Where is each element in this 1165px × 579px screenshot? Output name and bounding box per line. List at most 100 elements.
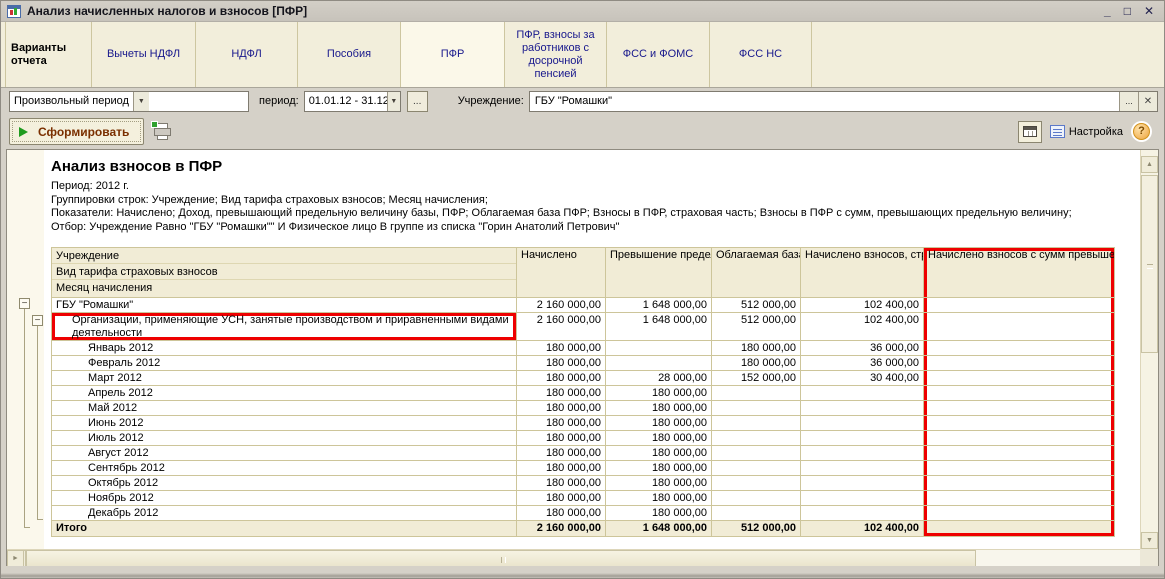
collapse-group-button-level2[interactable]: − <box>32 315 43 326</box>
table-row: Июль 2012 180 000,00 180 000,00 <box>51 430 1115 446</box>
value-cell: 102 400,00 <box>800 312 924 341</box>
value-cell <box>923 355 1115 371</box>
vertical-scrollbar[interactable]: ▲ ▼ <box>1140 150 1158 549</box>
header-cell: Облагаемая база <box>711 247 801 298</box>
institution-field[interactable]: ГБУ "Ромашки" ... ✕ <box>528 90 1158 112</box>
row-label-cell: Февраль 2012 <box>51 355 517 371</box>
value-cell: 28 000,00 <box>605 370 712 386</box>
value-cell <box>711 430 801 446</box>
table-row: Ноябрь 2012 180 000,00 180 000,00 <box>51 490 1115 506</box>
period-type-select[interactable]: Произвольный период ▼ <box>9 90 249 112</box>
period-range-select[interactable]: 01.01.12 - 31.12.12 ▼ <box>303 90 401 112</box>
settings-form-icon[interactable] <box>1049 125 1065 138</box>
table-row: Январь 2012 180 000,00 180 000,00 36 000,00 <box>51 340 1115 356</box>
report-meta-indicators: Показатели: Начислено; Доход, превышающи… <box>51 207 1072 219</box>
print-icon[interactable] <box>151 120 172 141</box>
institution-label: Учреждение: <box>457 95 524 107</box>
tab-report-variants[interactable]: Варианты отчета <box>5 22 92 87</box>
total-row: Итого 2 160 000,00 1 648 000,00 512 000,00 1… <box>51 520 1115 537</box>
generate-button[interactable]: Сформировать <box>9 118 145 145</box>
value-cell: 152 000,00 <box>711 370 801 386</box>
value-cell <box>923 445 1115 461</box>
value-cell <box>711 385 801 401</box>
tab-ndfl[interactable]: НДФЛ <box>196 22 298 87</box>
value-cell: 2 160 000,00 <box>516 312 606 341</box>
help-button[interactable]: ? <box>1133 123 1150 140</box>
minimize-button[interactable]: _ <box>1104 4 1111 18</box>
value-cell: 180 000,00 <box>516 475 606 491</box>
settings-link[interactable]: Настройка <box>1068 125 1123 138</box>
chevron-down-icon[interactable]: ▼ <box>387 91 400 111</box>
tab-vychety-ndfl[interactable]: Вычеты НДФЛ <box>92 22 196 87</box>
vertical-scroll-thumb[interactable] <box>1141 175 1158 353</box>
table-row: Организации, применяющие УСН, занятые пр… <box>51 312 1115 341</box>
horizontal-scroll-thumb[interactable] <box>26 550 976 567</box>
value-cell: 30 400,00 <box>800 370 924 386</box>
report-table: Учреждение Вид тарифа страховых взносов Ме… <box>51 247 1115 537</box>
value-cell: 1 648 000,00 <box>605 297 712 313</box>
scroll-up-icon[interactable]: ▲ <box>1141 156 1158 173</box>
value-cell <box>923 460 1115 476</box>
value-cell <box>711 445 801 461</box>
tree-line <box>37 326 43 520</box>
tab-fss-ns[interactable]: ФСС НС <box>710 22 812 87</box>
tab-pfr-early-pension[interactable]: ПФР, взносы за работников с досрочной пе… <box>505 22 607 87</box>
report-chart-icon <box>7 4 21 18</box>
institution-ellipsis-button[interactable]: ... <box>1119 91 1138 111</box>
tab-fss-foms[interactable]: ФСС и ФОМС <box>607 22 710 87</box>
value-cell <box>800 460 924 476</box>
value-cell <box>923 430 1115 446</box>
value-cell: 180 000,00 <box>516 340 606 356</box>
value-cell <box>923 385 1115 401</box>
value-cell: 180 000,00 <box>516 355 606 371</box>
report-title: Анализ взносов в ПФР <box>51 158 223 175</box>
value-cell <box>923 400 1115 416</box>
value-cell: 2 160 000,00 <box>516 297 606 313</box>
period-range-value: 01.01.12 - 31.12.12 <box>308 94 387 107</box>
institution-clear-button[interactable]: ✕ <box>1138 91 1157 111</box>
row-label-cell: Ноябрь 2012 <box>51 490 517 506</box>
value-cell: 1 648 000,00 <box>605 312 712 341</box>
table-row: Июнь 2012 180 000,00 180 000,00 <box>51 415 1115 431</box>
header-cell: Превышение предельной базы <box>605 247 712 298</box>
scroll-right-icon[interactable]: ► <box>7 550 24 567</box>
table-row: Сентябрь 2012 180 000,00 180 000,00 <box>51 460 1115 476</box>
value-cell: 180 000,00 <box>605 430 712 446</box>
header-groupings-cell: Учреждение Вид тарифа страховых взносов Ме… <box>51 247 517 298</box>
value-cell <box>923 340 1115 356</box>
period-type-value: Произвольный период <box>14 94 129 107</box>
row-label-cell: Декабрь 2012 <box>51 505 517 521</box>
value-cell <box>800 490 924 506</box>
horizontal-scrollbar[interactable]: ◄ ► <box>7 549 1140 567</box>
window-title: Анализ начисленных налогов и взносов [ПФ… <box>27 4 308 18</box>
value-cell: 512 000,00 <box>711 312 801 341</box>
value-cell: 180 000,00 <box>516 370 606 386</box>
scroll-down-icon[interactable]: ▼ <box>1141 532 1158 549</box>
tab-posobiya[interactable]: Пособия <box>298 22 401 87</box>
value-cell: 512 000,00 <box>711 520 801 537</box>
play-icon <box>19 126 28 137</box>
value-cell: 102 400,00 <box>800 520 924 537</box>
value-cell: 180 000,00 <box>605 505 712 521</box>
institution-value: ГБУ "Ромашки" <box>534 94 613 107</box>
value-cell: 180 000,00 <box>711 355 801 371</box>
value-cell <box>923 505 1115 521</box>
close-button[interactable]: ✕ <box>1143 4 1154 18</box>
table-view-button[interactable] <box>1017 120 1042 143</box>
tab-pfr[interactable]: ПФР <box>401 22 505 87</box>
value-cell <box>923 370 1115 386</box>
report-meta-filter: Отбор: Учреждение Равно "ГБУ "Ромашки"" … <box>51 220 620 233</box>
window-bottom-edge <box>1 566 1164 578</box>
value-cell <box>711 400 801 416</box>
chevron-down-icon[interactable]: ▼ <box>132 91 149 111</box>
value-cell <box>605 340 712 356</box>
value-cell: 180 000,00 <box>605 490 712 506</box>
collapse-group-button-level1[interactable]: − <box>19 298 30 309</box>
value-cell: 180 000,00 <box>605 400 712 416</box>
row-label-cell: Август 2012 <box>51 445 517 461</box>
period-ellipsis-button[interactable]: ... <box>406 90 428 112</box>
maximize-button[interactable]: □ <box>1123 4 1131 18</box>
value-cell: 102 400,00 <box>800 297 924 313</box>
value-cell: 180 000,00 <box>516 505 606 521</box>
